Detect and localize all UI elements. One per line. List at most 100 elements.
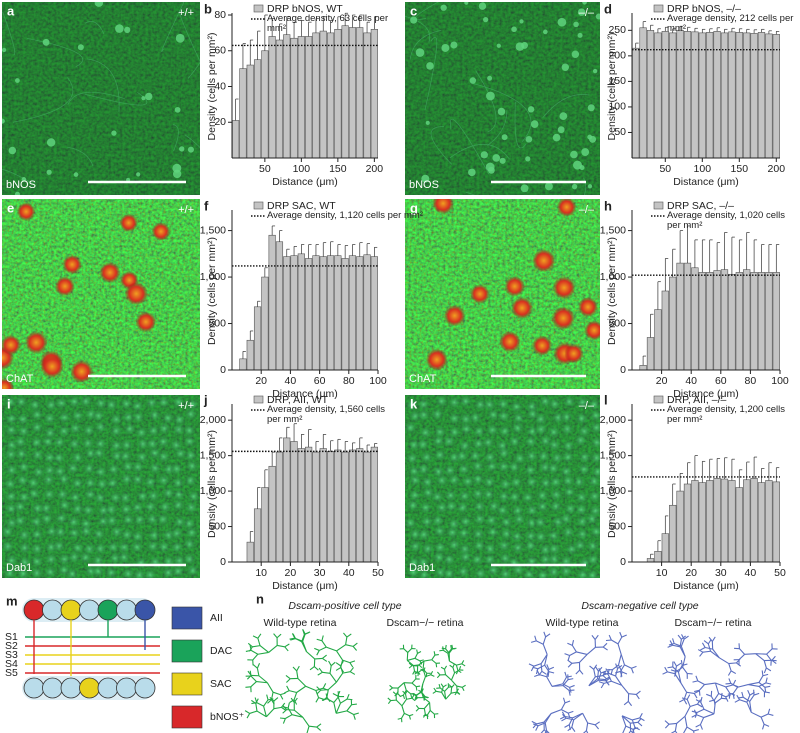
- soma: [52, 435, 67, 450]
- soma: [3, 447, 18, 462]
- dendrite: [567, 662, 573, 668]
- cell-body: [134, 677, 156, 699]
- legend-label-box: Average density, 63 cells per mm²: [267, 14, 388, 34]
- legend-label-box: Average density, 1,200 cells per mm²: [667, 405, 785, 425]
- dendrite: [301, 641, 307, 652]
- bar: [772, 481, 780, 563]
- error-bar: [738, 239, 743, 273]
- soma: [52, 450, 67, 465]
- soma: [99, 262, 121, 284]
- soma: [30, 541, 45, 556]
- dendrite: [452, 663, 455, 668]
- dendrite: [421, 688, 424, 693]
- dendrite: [442, 649, 449, 654]
- dendrite: [552, 685, 564, 687]
- dendrite: [273, 633, 278, 639]
- bar: [743, 32, 751, 159]
- dendrite: [404, 693, 408, 700]
- error-bar: [709, 458, 713, 481]
- soma: [104, 397, 119, 412]
- dendrite: [403, 682, 407, 691]
- error-bar: [775, 30, 780, 35]
- dendrite: [748, 681, 760, 686]
- soma: [441, 43, 450, 52]
- soma: [156, 473, 171, 488]
- error-bar: [315, 18, 319, 33]
- dendrite: [339, 665, 344, 674]
- soma: [26, 475, 41, 490]
- dendrite: [705, 646, 713, 650]
- soma: [559, 511, 574, 526]
- soma: [4, 423, 19, 438]
- dendrite: [404, 690, 408, 695]
- bar: [246, 339, 254, 371]
- soma: [67, 436, 82, 451]
- dendrite: [559, 716, 566, 720]
- dendrite: [703, 713, 715, 719]
- dendrite: [566, 675, 572, 678]
- dendrite: [672, 666, 679, 673]
- dendrite: [621, 634, 627, 638]
- soma: [121, 512, 136, 527]
- soma: [533, 529, 548, 544]
- dendrite: [401, 713, 405, 719]
- dendrite: [681, 697, 688, 700]
- soma: [104, 502, 119, 517]
- error-bar: [642, 355, 647, 366]
- dendrite: [423, 714, 428, 717]
- bar: [728, 31, 736, 159]
- dendrite: [569, 684, 575, 688]
- retina-label: Dscam−/− retina: [674, 617, 751, 629]
- dendrite: [418, 664, 423, 669]
- dendrite: [416, 649, 419, 654]
- soma: [587, 104, 595, 112]
- bar: [290, 255, 298, 371]
- image-content: [2, 199, 200, 389]
- cell-body: [134, 599, 156, 621]
- soma: [546, 461, 561, 476]
- micrograph: [2, 395, 200, 578]
- dendrite: [683, 635, 689, 640]
- dendrite: [277, 644, 285, 648]
- dendrite: [256, 681, 268, 684]
- bar: [720, 269, 729, 371]
- soma: [121, 410, 136, 425]
- error-bar: [308, 21, 312, 37]
- dendrite: [450, 691, 457, 694]
- soma: [533, 515, 548, 530]
- soma: [78, 550, 93, 565]
- soma: [169, 526, 184, 541]
- dendrite: [639, 717, 645, 722]
- soma: [410, 16, 418, 24]
- soma: [582, 2, 587, 5]
- panel-letter: n: [256, 591, 264, 606]
- dendrite: [615, 668, 619, 677]
- soma: [487, 75, 493, 81]
- legend-swatch: [171, 606, 203, 630]
- soma: [40, 354, 64, 379]
- soma: [130, 529, 145, 544]
- soma: [185, 459, 200, 474]
- soma: [95, 477, 110, 492]
- soma: [183, 407, 198, 422]
- dendrite: [669, 640, 674, 646]
- dendrite: [332, 693, 338, 697]
- dendrite: [322, 683, 327, 689]
- error-bar: [657, 28, 661, 33]
- dendrite: [543, 713, 552, 723]
- dendrite: [257, 638, 261, 646]
- panel-letter: i: [7, 396, 11, 411]
- fiber: [471, 82, 532, 142]
- dendrite: [700, 702, 705, 710]
- dendrite: [272, 691, 281, 696]
- soma: [521, 41, 529, 49]
- dendrite: [244, 710, 250, 714]
- bar: [646, 337, 655, 371]
- dendrite: [664, 723, 670, 729]
- dendrite: [351, 703, 357, 706]
- soma: [14, 446, 29, 461]
- bar: [363, 32, 371, 159]
- dendrite: [426, 710, 431, 716]
- soma: [530, 120, 539, 128]
- soma: [570, 150, 578, 159]
